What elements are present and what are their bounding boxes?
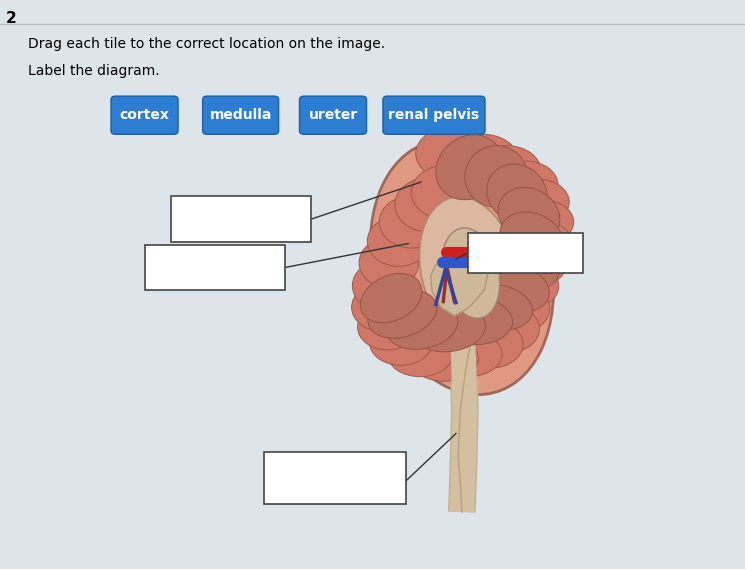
Bar [171, 196, 311, 242]
Ellipse shape [434, 331, 502, 377]
FancyBboxPatch shape [383, 96, 485, 134]
Ellipse shape [379, 196, 445, 248]
Ellipse shape [442, 228, 500, 318]
Text: 2: 2 [6, 11, 16, 26]
Ellipse shape [507, 179, 569, 225]
FancyBboxPatch shape [203, 96, 279, 134]
Ellipse shape [500, 212, 564, 266]
Text: Drag each tile to the correct location on the image.: Drag each tile to the correct location o… [28, 37, 385, 51]
Text: ureter: ureter [308, 108, 358, 122]
Ellipse shape [387, 331, 453, 377]
Ellipse shape [411, 165, 483, 220]
Ellipse shape [490, 284, 550, 332]
Ellipse shape [386, 302, 457, 349]
Ellipse shape [359, 238, 419, 288]
Ellipse shape [370, 320, 432, 365]
FancyBboxPatch shape [111, 96, 178, 134]
Ellipse shape [395, 178, 463, 232]
Ellipse shape [498, 187, 560, 243]
Ellipse shape [370, 141, 554, 394]
Text: Label the diagram.: Label the diagram. [28, 64, 160, 78]
Polygon shape [458, 262, 477, 512]
Ellipse shape [492, 161, 558, 209]
Ellipse shape [432, 297, 513, 345]
Polygon shape [431, 253, 488, 316]
Ellipse shape [358, 304, 417, 350]
Ellipse shape [465, 146, 527, 207]
Ellipse shape [352, 283, 411, 331]
Ellipse shape [479, 263, 549, 312]
Ellipse shape [492, 238, 559, 290]
Ellipse shape [447, 134, 519, 187]
Bar [468, 233, 583, 273]
Ellipse shape [361, 274, 422, 323]
Ellipse shape [499, 263, 559, 309]
Ellipse shape [514, 200, 574, 244]
Text: cortex: cortex [120, 108, 169, 122]
Ellipse shape [436, 135, 503, 200]
Ellipse shape [368, 290, 437, 339]
Ellipse shape [457, 284, 533, 331]
Ellipse shape [419, 197, 519, 344]
Ellipse shape [472, 146, 541, 196]
Ellipse shape [367, 216, 430, 266]
Ellipse shape [416, 126, 493, 181]
Text: medulla: medulla [209, 108, 272, 122]
Ellipse shape [486, 164, 548, 223]
Ellipse shape [457, 320, 523, 368]
Ellipse shape [408, 304, 486, 352]
Ellipse shape [410, 336, 478, 381]
Ellipse shape [477, 305, 539, 353]
Text: renal pelvis: renal pelvis [388, 108, 480, 122]
Ellipse shape [513, 221, 572, 265]
FancyBboxPatch shape [299, 96, 367, 134]
Ellipse shape [507, 243, 566, 286]
Bar [264, 452, 406, 504]
Ellipse shape [352, 261, 412, 311]
Bar [145, 245, 285, 290]
